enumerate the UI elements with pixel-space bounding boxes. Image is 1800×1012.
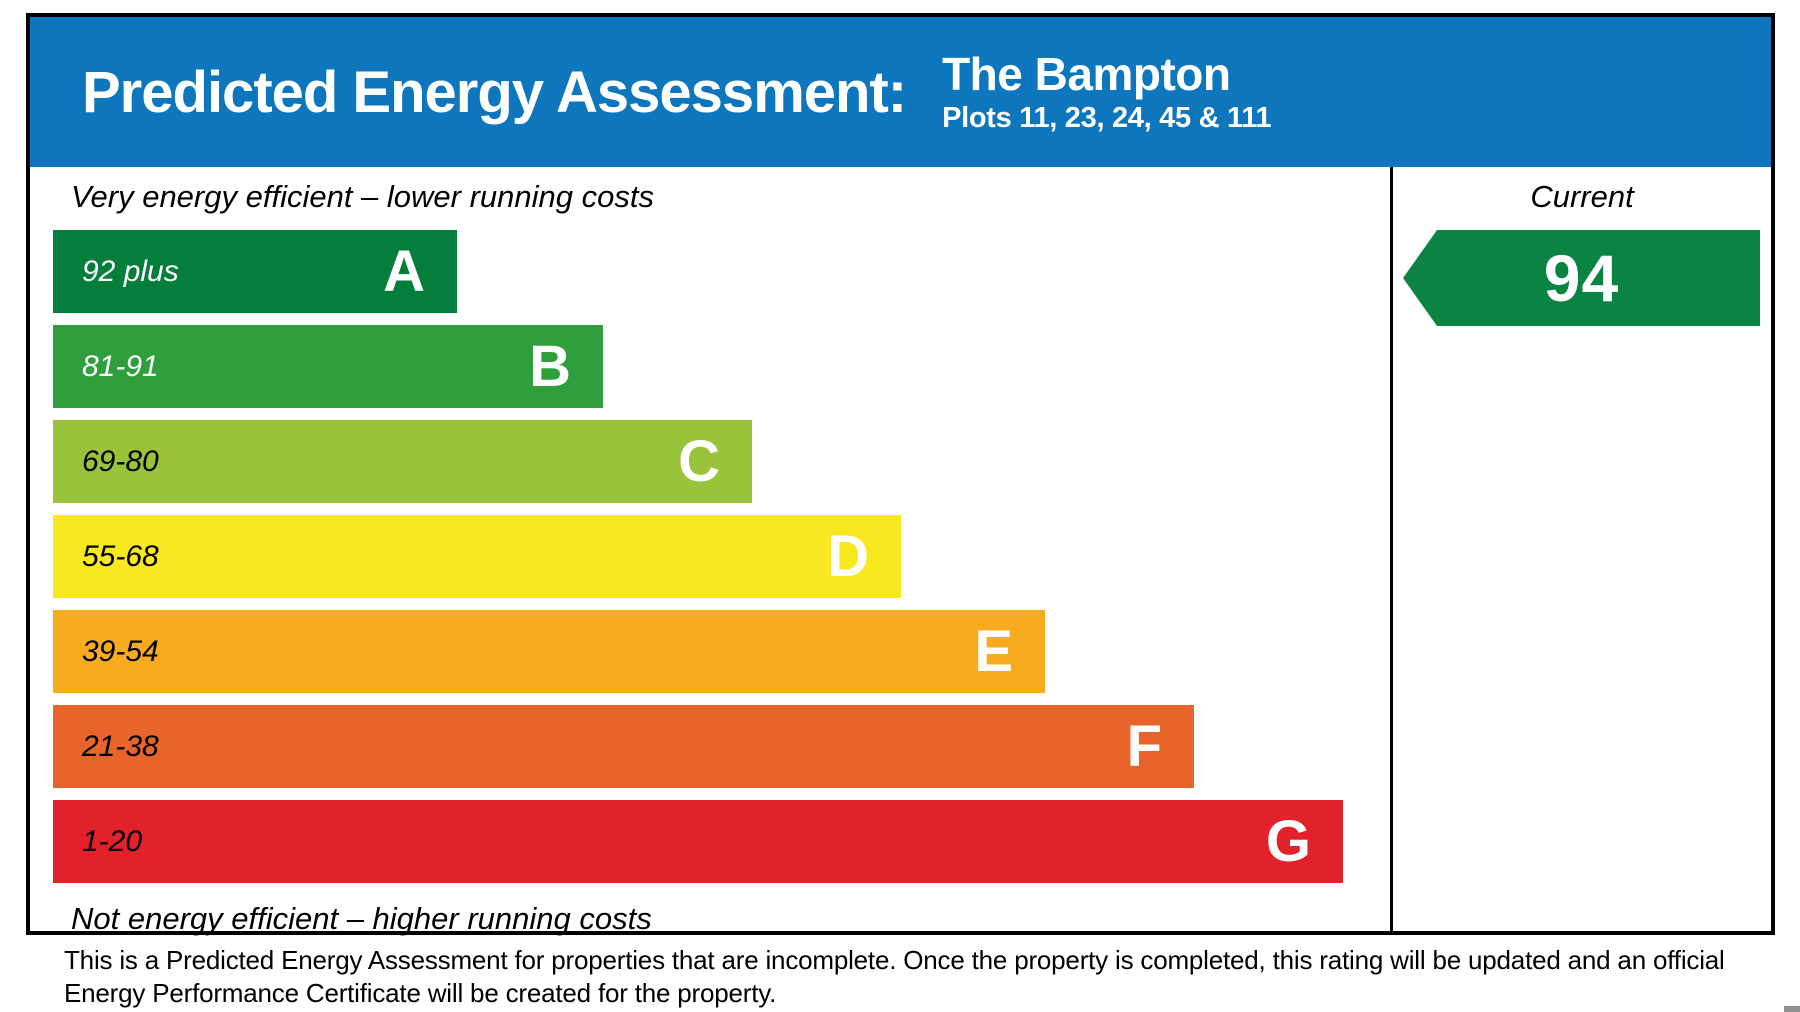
bottom-scale-label: Not energy efficient – higher running co… (71, 901, 652, 936)
band-letter: F (1126, 713, 1162, 779)
band-letter: C (678, 428, 720, 494)
band-letter: D (827, 523, 869, 589)
chart-body: Very energy efficient – lower running co… (30, 167, 1771, 936)
current-column: Current 94 (1390, 167, 1771, 931)
band-range-label: 69-80 (82, 444, 159, 478)
current-rating-arrow: 94 (1403, 230, 1760, 326)
property-info: The Bampton Plots 11, 23, 24, 45 & 111 (942, 47, 1272, 135)
band-range-label: 92 plus (82, 254, 179, 288)
rating-band-row: 69-80 C (53, 420, 752, 503)
footer-disclaimer: This is a Predicted Energy Assessment fo… (64, 945, 1725, 1008)
band-range-label: 55-68 (82, 539, 159, 573)
current-rating-value: 94 (1543, 241, 1620, 315)
rating-band-row: 55-68 D (53, 515, 901, 598)
current-column-heading: Current (1530, 179, 1634, 214)
property-name: The Bampton (942, 47, 1231, 100)
rating-band-row: 92 plus A (53, 230, 457, 313)
band-range-label: 39-54 (82, 634, 159, 668)
scrollbar-corner (1784, 1006, 1800, 1012)
page-title: Predicted Energy Assessment: (82, 59, 907, 125)
top-scale-label: Very energy efficient – lower running co… (71, 179, 654, 214)
band-range-label: 81-91 (82, 349, 159, 383)
rating-band-row: 1-20 G (53, 800, 1343, 883)
rating-chart: Very energy efficient – lower running co… (30, 167, 1390, 936)
rating-band-row: 39-54 E (53, 610, 1045, 693)
epc-certificate-box: Predicted Energy Assessment: The Bampton… (26, 13, 1775, 936)
bands-container: 92 plus A 81-91 B 69-80 C 55-68 D 39-54 … (53, 230, 1390, 895)
rating-band-row: 81-91 B (53, 325, 603, 408)
band-range-label: 21-38 (82, 729, 159, 763)
header: Predicted Energy Assessment: The Bampton… (30, 17, 1771, 167)
property-plots: Plots 11, 23, 24, 45 & 111 (942, 102, 1272, 135)
rating-band-row: 21-38 F (53, 705, 1194, 788)
band-letter: A (383, 238, 425, 304)
band-letter: E (974, 618, 1013, 684)
band-letter: G (1265, 808, 1311, 874)
band-range-label: 1-20 (82, 824, 143, 858)
band-letter: B (529, 333, 571, 399)
